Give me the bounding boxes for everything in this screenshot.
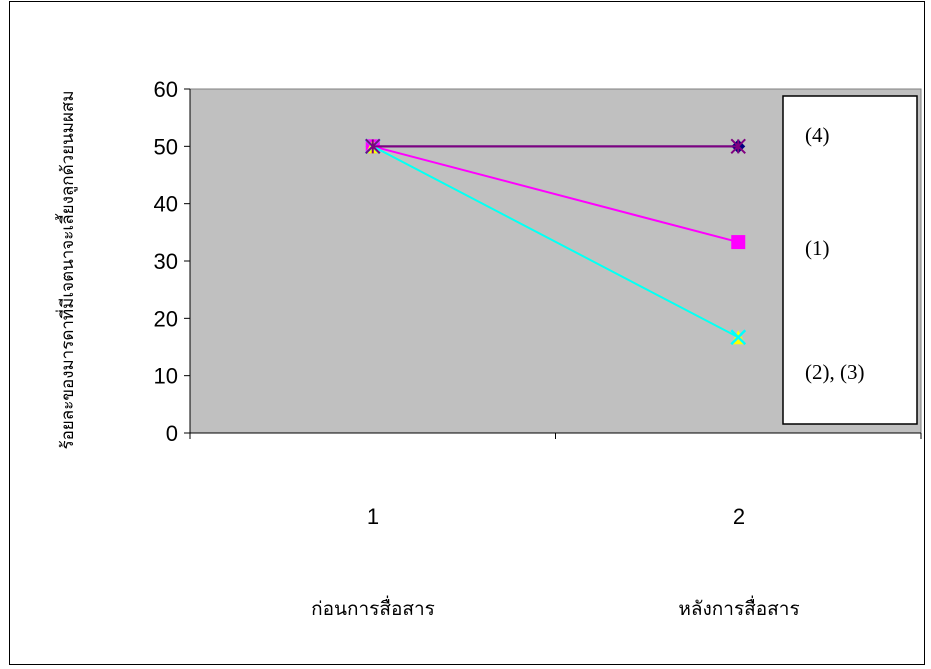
legend-box xyxy=(782,95,918,425)
category-label-before: ก่อนการสื่อสาร xyxy=(311,595,435,620)
y-tick-label: 0 xyxy=(166,421,178,446)
series-layer xyxy=(364,138,747,346)
series-2-line xyxy=(372,145,739,244)
y-tick-label: 30 xyxy=(154,249,178,274)
y-tick-label: 50 xyxy=(154,134,178,159)
series-4-point xyxy=(730,329,747,346)
y-tick-label: 40 xyxy=(154,192,178,217)
series-5-point xyxy=(365,138,381,155)
series-5-point xyxy=(730,138,746,155)
annotation-4: (4) xyxy=(805,123,830,147)
series-4-line xyxy=(372,145,739,339)
series-2-point xyxy=(731,235,746,250)
annotation-1: (1) xyxy=(805,236,830,260)
y-axis-label: ร้อยละของมารดาที่มีเจตนาจะเลี้ยงลูกด้วยน… xyxy=(55,90,78,449)
annotation-2-3: (2), (3) xyxy=(805,360,864,384)
category-label-after: หลังการสื่อสาร xyxy=(678,595,799,620)
y-tick-label: 10 xyxy=(154,364,178,389)
category-tick-1: 1 xyxy=(367,504,379,529)
series-5 xyxy=(365,138,746,155)
y-tick-label: 20 xyxy=(154,306,178,331)
y-tick-label: 60 xyxy=(154,77,178,102)
axes: 0 10 20 30 40 50 60 xyxy=(154,77,922,446)
category-tick-2: 2 xyxy=(733,504,745,529)
